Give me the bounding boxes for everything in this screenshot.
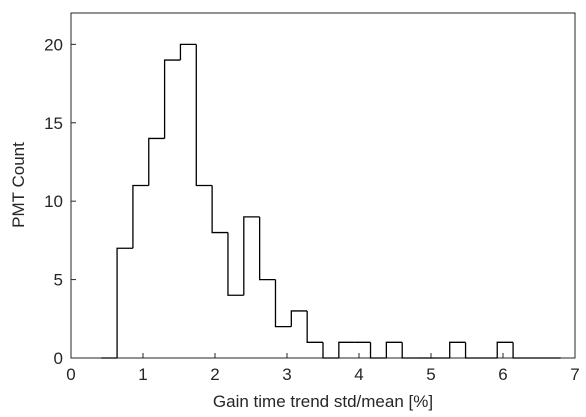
x-tick-label: 6 [498, 365, 507, 384]
histogram-bin [385, 341, 403, 358]
y-tick-label: 10 [44, 192, 63, 211]
x-tick-label: 4 [354, 365, 363, 384]
histogram-bin [449, 341, 466, 358]
x-tick-label: 3 [282, 365, 291, 384]
histogram-bin [464, 342, 482, 359]
histogram-bin [195, 44, 213, 187]
histogram-bin [306, 310, 323, 343]
histogram-bin [148, 137, 165, 186]
x-tick-label: 0 [66, 365, 75, 384]
histogram-bin [512, 342, 529, 359]
x-tick-label: 5 [426, 365, 435, 384]
histogram-bin [179, 43, 197, 61]
histogram-bin [227, 232, 244, 296]
y-tick-label: 15 [44, 114, 63, 133]
x-tick-label: 1 [138, 365, 147, 384]
histogram-bin [322, 342, 339, 359]
histogram-bin [338, 341, 355, 358]
y-tick-label: 5 [54, 271, 63, 290]
histogram-bin [116, 247, 133, 358]
histogram-bin [243, 216, 260, 296]
x-tick-label: 7 [570, 365, 579, 384]
histogram-bin [290, 310, 308, 327]
histogram-bin [274, 279, 292, 328]
histogram-bin [163, 59, 181, 139]
y-axis-label: PMT Count [9, 142, 28, 228]
y-tick-label: 20 [44, 35, 63, 54]
histogram-bin [211, 185, 228, 234]
x-axis-label: Gain time trend std/mean [%] [213, 392, 433, 411]
histogram-bin [496, 341, 514, 358]
histogram-bin [132, 184, 149, 249]
histogram-bin [369, 342, 387, 359]
histogram-bin [401, 342, 419, 359]
x-tick-label: 2 [210, 365, 219, 384]
histogram-bin [258, 216, 276, 281]
y-tick-label: 0 [54, 349, 63, 368]
